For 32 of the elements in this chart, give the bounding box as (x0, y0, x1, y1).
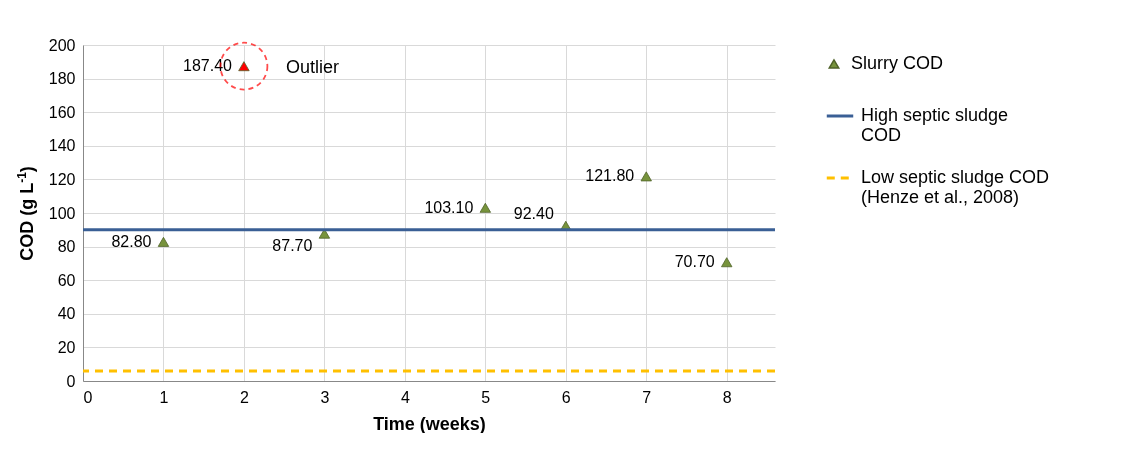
x-tick-label: 7 (642, 388, 652, 406)
y-tick-label: 180 (48, 70, 76, 88)
data-label: 121.80 (585, 167, 635, 185)
data-label: 87.70 (272, 236, 313, 254)
data-label: 70.70 (674, 253, 715, 271)
y-tick-label: 160 (48, 103, 76, 121)
annotation: Outlier (285, 57, 339, 78)
y-tick-label: 100 (48, 204, 76, 222)
legend-label: Slurry COD (851, 53, 944, 73)
x-tick-label: 8 (722, 388, 732, 406)
x-tick-label: 2 (239, 388, 249, 406)
y-tick-label: 80 (57, 238, 76, 256)
data-label: 92.40 (513, 204, 554, 222)
y-tick-label: 60 (57, 271, 76, 289)
y-tick-label: 20 (57, 338, 76, 356)
data-label: 103.10 (424, 198, 474, 216)
x-axis-title: Time (weeks) (373, 413, 486, 434)
x-tick-label: 0 (83, 388, 93, 406)
data-label: 82.80 (111, 232, 152, 250)
x-tick-label: 5 (481, 388, 491, 406)
x-tick-label: 6 (561, 388, 571, 406)
x-tick-label: 4 (400, 388, 410, 406)
y-tick-label: 200 (48, 36, 76, 54)
y-tick-label: 140 (48, 137, 76, 155)
y-tick-label: 120 (48, 170, 76, 188)
legend-label: Low septic sludge COD (Henze et al., 2008) (861, 167, 1050, 207)
data-label: 187.40 (182, 57, 233, 75)
y-tick-label: 40 (57, 305, 76, 323)
legend-label: High septic sludge COD (861, 105, 1009, 145)
x-tick-label: 1 (159, 388, 169, 406)
x-tick-label: 3 (320, 388, 330, 406)
y-tick-label: 0 (66, 372, 76, 390)
